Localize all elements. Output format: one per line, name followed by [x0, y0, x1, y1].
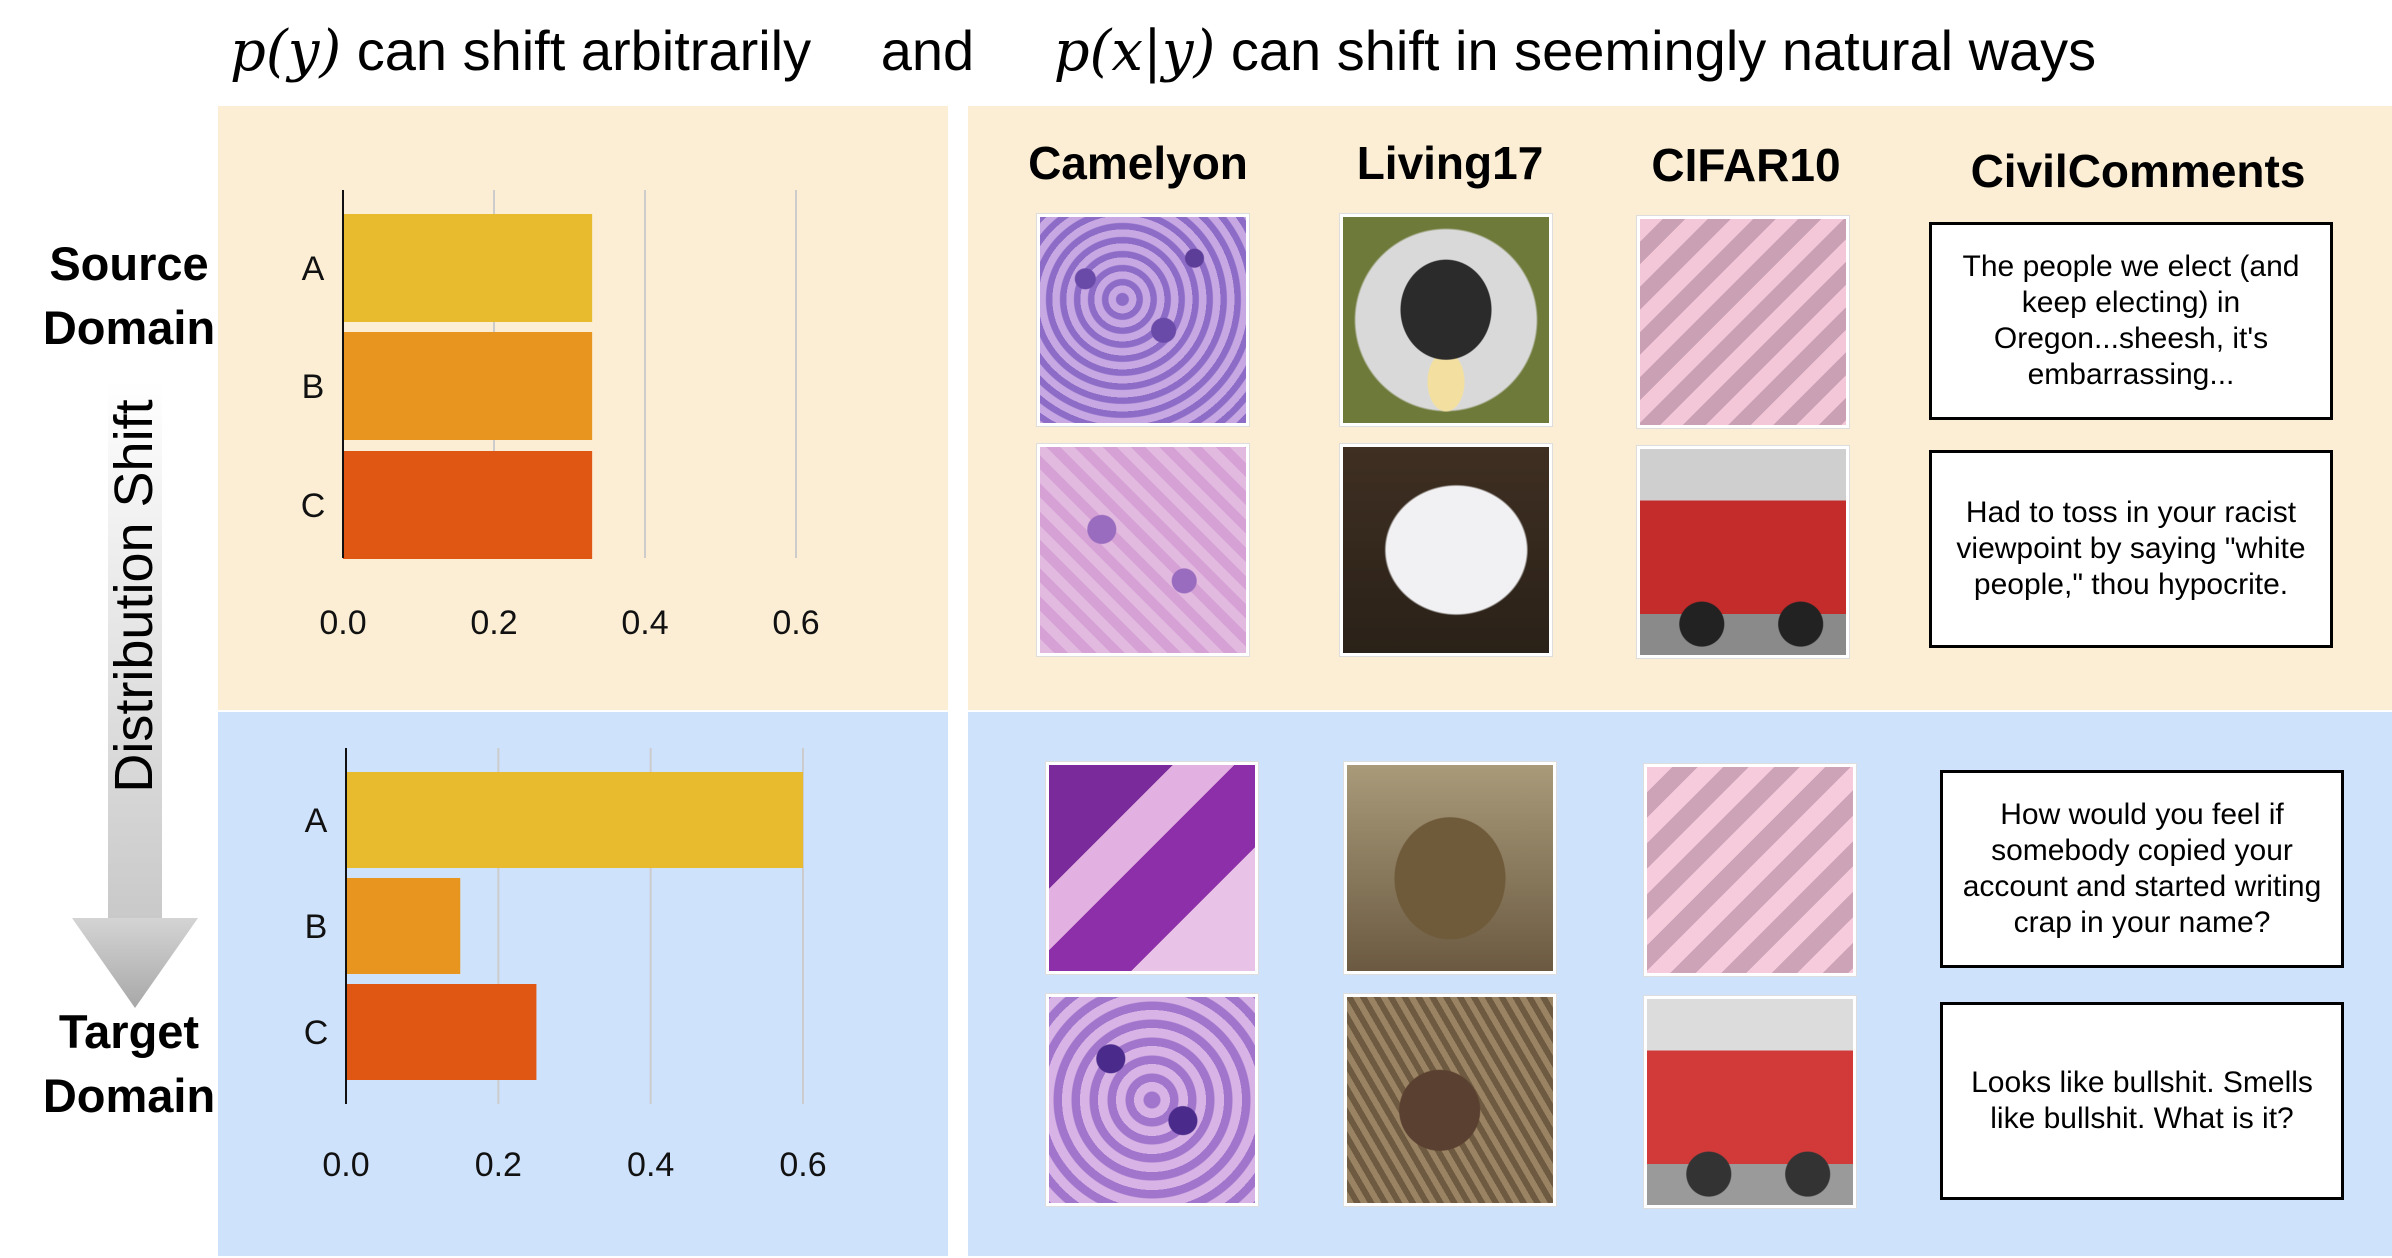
x-tick-label: 0.0: [319, 604, 366, 642]
bar-c: [343, 451, 593, 559]
target-comment-1: How would you feel if somebody copied yo…: [1940, 770, 2344, 968]
camelyon-target-image-2: [1046, 994, 1258, 1206]
pxy-math: p(x|y): [1053, 19, 1216, 84]
living17-source-bird-image: [1340, 444, 1552, 656]
x-tick-label: 0.4: [621, 604, 668, 642]
category-label-a: A: [305, 802, 328, 840]
category-label-c: C: [304, 1014, 329, 1052]
x-tick-label: 0.4: [627, 1146, 674, 1184]
bar-a: [343, 214, 593, 322]
dataset-header-living17: Living17: [1356, 137, 1544, 189]
living17-target-baboon-image: [1344, 762, 1556, 974]
x-tick-label: 0.6: [779, 1146, 826, 1184]
pxy-text: can shift in seemingly natural ways: [1230, 19, 2097, 82]
source-label-chart: A B C 0.0 0.2 0.4 0.6: [301, 190, 820, 642]
x-tick-label: 0.0: [322, 1146, 369, 1184]
x-tick-label: 0.6: [772, 604, 819, 642]
camelyon-source-image-1: [1037, 214, 1249, 426]
dataset-header-civilcomments: CivilComments: [1970, 145, 2306, 197]
dataset-header-camelyon: Camelyon: [1028, 137, 1248, 189]
source-comment-2: Had to toss in your racist viewpoint by …: [1929, 450, 2333, 648]
bar-b: [346, 878, 461, 974]
py-text: can shift arbitrarily: [356, 19, 812, 82]
bar-c: [346, 984, 537, 1080]
dataset-header-cifar10: CIFAR10: [1651, 139, 1841, 191]
source-comment-1: The people we elect (and keep electing) …: [1929, 222, 2333, 420]
category-label-c: C: [301, 487, 326, 525]
shift-arrow-icon: [72, 380, 198, 1008]
target-label-chart: A B C 0.0 0.2 0.4 0.6: [304, 748, 827, 1184]
cifar10-target-truck-image: [1644, 996, 1856, 1208]
cifar10-target-ship-image: [1644, 764, 1856, 976]
camelyon-target-image-1: [1046, 762, 1258, 974]
target-domain-label: Target Domain: [42, 1005, 216, 1122]
source-domain-label: Source Domain: [42, 237, 216, 354]
bar-a: [346, 772, 803, 868]
distribution-shift-label: Distribution Shift: [104, 399, 164, 793]
target-comment-2: Looks like bullshit. Smells like bullshi…: [1940, 1002, 2344, 1200]
and-text: and: [880, 19, 975, 82]
x-tick-label: 0.2: [475, 1146, 522, 1184]
py-math: p(y): [230, 19, 342, 84]
camelyon-source-image-2: [1037, 444, 1249, 656]
cifar10-source-truck-image: [1637, 446, 1849, 658]
cifar10-source-ship-image: [1637, 216, 1849, 428]
bar-b: [343, 332, 593, 440]
category-label-a: A: [302, 250, 325, 288]
figure-title: p(y) can shift arbitrarily and p(x|y) ca…: [230, 18, 2096, 84]
x-tick-label: 0.2: [470, 604, 517, 642]
category-label-b: B: [305, 908, 328, 946]
living17-target-quail-image: [1344, 994, 1556, 1206]
category-label-b: B: [302, 368, 325, 406]
living17-source-monkey-image: [1340, 214, 1552, 426]
